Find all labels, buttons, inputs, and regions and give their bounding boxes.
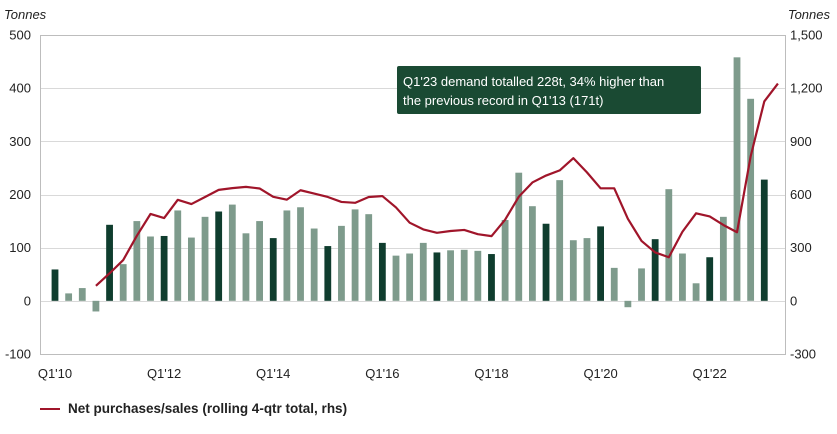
bar — [147, 236, 154, 301]
annotation-line-1: Q1'23 demand totalled 228t, 34% higher t… — [403, 74, 664, 89]
left-axis-unit: Tonnes — [4, 7, 47, 22]
bar-series — [51, 57, 768, 312]
right-tick-label: 0 — [790, 293, 797, 308]
bar — [583, 238, 591, 301]
bar — [488, 254, 495, 301]
bar — [651, 239, 659, 301]
bar — [310, 228, 318, 301]
bar — [529, 206, 536, 301]
bar — [733, 57, 741, 301]
plot-frame — [40, 35, 786, 355]
bar — [760, 179, 768, 301]
bar — [638, 268, 645, 301]
bar — [228, 204, 236, 301]
bar — [51, 269, 59, 301]
bar — [447, 250, 454, 301]
bar — [624, 300, 632, 308]
line-net-purchases — [95, 82, 779, 287]
left-tick-label: -100 — [5, 347, 31, 362]
bar — [106, 224, 113, 301]
bar — [542, 223, 550, 301]
left-tick-label: 200 — [9, 187, 31, 202]
bar — [297, 207, 304, 301]
right-tick-label: 600 — [790, 187, 812, 202]
bar — [160, 235, 168, 301]
x-tick-label: Q1'20 — [583, 366, 617, 381]
bar — [719, 216, 727, 301]
x-tick-label: Q1'10 — [38, 366, 72, 381]
bar — [78, 288, 86, 301]
bar — [133, 221, 141, 301]
left-tick-label: 0 — [24, 293, 31, 308]
right-tick-label: 1,500 — [790, 28, 823, 43]
right-axis-unit: Tonnes — [788, 7, 831, 22]
bar — [174, 210, 182, 301]
bar — [188, 237, 195, 301]
tick-labels: 500 400 300 200 100 0 -100 1,500 1,200 900 600 300 0… — [5, 28, 823, 382]
annotation-background — [397, 66, 701, 114]
bar — [419, 242, 427, 301]
bar — [556, 180, 564, 301]
left-tick-label: 300 — [9, 134, 31, 149]
bar — [569, 240, 577, 301]
bar — [283, 210, 291, 301]
bar — [460, 249, 468, 301]
annotation-box: Q1'23 demand totalled 228t, 34% higher t… — [397, 66, 701, 114]
bar — [433, 252, 441, 301]
legend-label: Net purchases/sales (rolling 4-qtr total… — [68, 401, 348, 416]
bar — [92, 300, 100, 312]
right-tick-label: 1,200 — [790, 81, 823, 96]
x-tick-label: Q1'22 — [693, 366, 727, 381]
bar — [515, 172, 523, 301]
right-tick-label: 900 — [790, 134, 812, 149]
bar — [692, 283, 700, 301]
bar — [256, 221, 263, 301]
left-tick-label: 100 — [9, 240, 31, 255]
right-tick-label: 300 — [790, 240, 812, 255]
bar — [406, 253, 414, 301]
line-series — [95, 82, 779, 287]
x-tick-label: Q1'12 — [147, 366, 181, 381]
bar — [365, 214, 373, 301]
bar — [679, 253, 686, 301]
annotation-line-2: the previous record in Q1'13 (171t) — [403, 93, 603, 108]
x-tick-label: Q1'14 — [256, 366, 290, 381]
bar — [378, 242, 386, 301]
bar — [351, 209, 359, 301]
chart: 500 400 300 200 100 0 -100 1,500 1,200 900 600 300 0… — [4, 7, 831, 382]
bar — [338, 225, 345, 301]
bar — [65, 293, 73, 301]
bar — [501, 220, 509, 301]
legend: Net purchases/sales (rolling 4-qtr total… — [40, 401, 347, 416]
bar — [269, 238, 277, 301]
bar — [665, 189, 673, 301]
bar — [392, 255, 400, 301]
bar — [706, 257, 714, 301]
bar — [242, 233, 250, 301]
bar — [747, 98, 755, 301]
x-tick-label: Q1'18 — [474, 366, 508, 381]
legend-line-swatch — [40, 407, 60, 410]
bar — [597, 226, 604, 301]
bar — [215, 211, 223, 301]
bar — [474, 250, 482, 301]
bar — [324, 246, 332, 301]
bar — [610, 267, 618, 301]
x-tick-label: Q1'16 — [365, 366, 399, 381]
bar — [201, 216, 209, 301]
bar — [119, 264, 127, 301]
left-tick-label: 500 — [9, 28, 31, 43]
left-tick-label: 400 — [9, 81, 31, 96]
right-tick-label: -300 — [790, 347, 816, 362]
